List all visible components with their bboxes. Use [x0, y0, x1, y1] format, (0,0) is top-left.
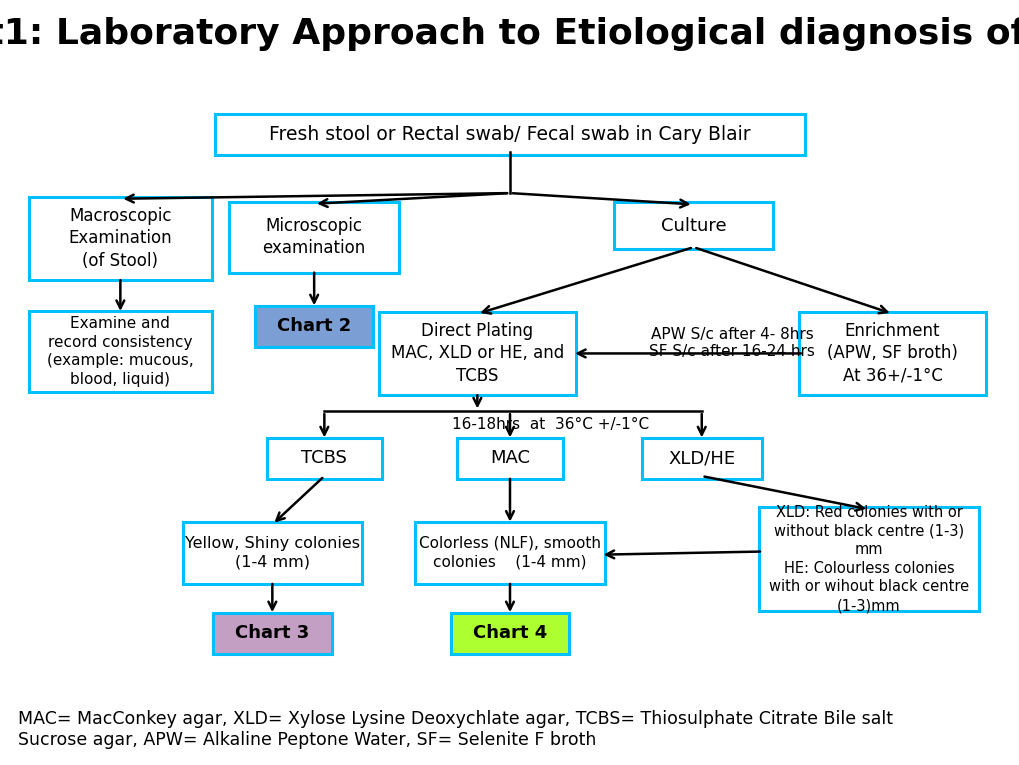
FancyBboxPatch shape: [182, 522, 362, 584]
FancyBboxPatch shape: [613, 202, 772, 249]
Text: Examine and
record consistency
(example: mucous,
blood, liquid): Examine and record consistency (example:…: [47, 316, 194, 387]
Text: TCBS: TCBS: [302, 450, 346, 467]
FancyBboxPatch shape: [458, 438, 562, 479]
Text: Fresh stool or Rectal swab/ Fecal swab in Cary Blair: Fresh stool or Rectal swab/ Fecal swab i…: [269, 125, 750, 144]
Text: 16-18hrs  at  36°C +/-1°C: 16-18hrs at 36°C +/-1°C: [451, 417, 649, 432]
Text: Yellow, Shiny colonies
(1-4 mm): Yellow, Shiny colonies (1-4 mm): [184, 536, 360, 570]
Text: XLD/HE: XLD/HE: [667, 450, 735, 467]
Text: APW S/c after 4- 8hrs
SF S/c after 16-24 hrs: APW S/c after 4- 8hrs SF S/c after 16-24…: [649, 327, 814, 359]
Text: Macroscopic
Examination
(of Stool): Macroscopic Examination (of Stool): [68, 207, 172, 269]
FancyBboxPatch shape: [215, 115, 804, 155]
FancyBboxPatch shape: [450, 613, 569, 654]
FancyBboxPatch shape: [229, 201, 398, 272]
Text: Direct Plating
MAC, XLD or HE, and
TCBS: Direct Plating MAC, XLD or HE, and TCBS: [390, 322, 564, 385]
FancyBboxPatch shape: [641, 438, 761, 479]
Text: Microscopic
examination: Microscopic examination: [262, 217, 366, 257]
Text: Enrichment
(APW, SF broth)
At 36+/-1°C: Enrichment (APW, SF broth) At 36+/-1°C: [826, 322, 957, 385]
Text: XLD: Red colonies with or
without black centre (1-3)
mm
HE: Colourless colonies
: XLD: Red colonies with or without black …: [768, 505, 968, 613]
FancyBboxPatch shape: [255, 306, 373, 347]
Text: Chart 3: Chart 3: [235, 624, 309, 643]
Text: MAC= MacConkey agar, XLD= Xylose Lysine Deoxychlate agar, TCBS= Thiosulphate Cit: MAC= MacConkey agar, XLD= Xylose Lysine …: [18, 710, 893, 749]
Text: Culture: Culture: [660, 216, 726, 235]
Text: Chart 4: Chart 4: [473, 624, 546, 643]
FancyBboxPatch shape: [267, 438, 382, 479]
Text: Chart 2: Chart 2: [277, 317, 351, 335]
FancyBboxPatch shape: [415, 522, 604, 584]
FancyBboxPatch shape: [29, 311, 212, 392]
FancyBboxPatch shape: [213, 613, 331, 654]
FancyBboxPatch shape: [379, 311, 576, 396]
Text: Colorless (NLF), smooth
colonies    (1-4 mm): Colorless (NLF), smooth colonies (1-4 mm…: [419, 536, 600, 570]
FancyBboxPatch shape: [799, 311, 984, 396]
FancyBboxPatch shape: [758, 507, 978, 611]
Text: MAC: MAC: [489, 450, 530, 467]
Text: Chart1: Laboratory Approach to Etiological diagnosis of ADD: Chart1: Laboratory Approach to Etiologic…: [0, 17, 1019, 50]
FancyBboxPatch shape: [29, 197, 212, 280]
